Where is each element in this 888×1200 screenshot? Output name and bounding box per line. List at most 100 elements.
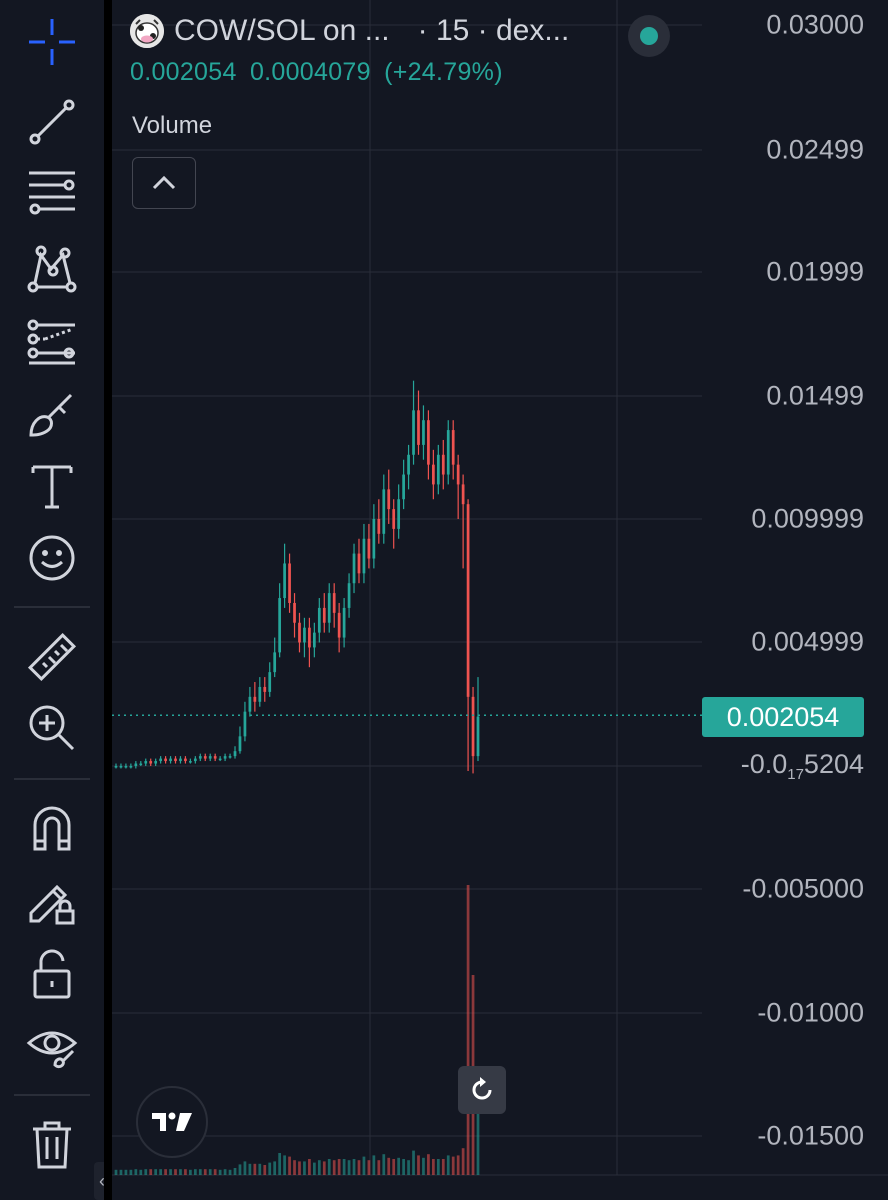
candle-body	[461, 484, 465, 505]
unlock-icon[interactable]	[22, 944, 82, 1004]
last-price-tag: 0.002054	[702, 697, 864, 737]
candle-body	[253, 696, 257, 702]
symbol-name[interactable]: COW/SOL on ...	[174, 14, 390, 47]
volume-bar	[303, 1161, 306, 1175]
candle-body	[268, 672, 272, 692]
volume-bar	[189, 1169, 192, 1175]
candle-body	[441, 454, 445, 475]
volume-bar	[164, 1169, 167, 1175]
candle-body	[387, 489, 391, 510]
candle-body	[198, 756, 202, 759]
chevron-up-icon	[152, 175, 176, 190]
volume-bar	[337, 1159, 341, 1175]
candle-body	[258, 686, 262, 702]
price-axis-label: 0.009999	[751, 503, 864, 534]
collapse-legend-button[interactable]	[132, 157, 196, 209]
candle-body	[342, 607, 346, 638]
magnet-icon[interactable]	[22, 798, 82, 858]
volume-bar	[149, 1169, 153, 1175]
interval-exchange[interactable]: · 15 · dex...	[417, 14, 570, 47]
eye-icon[interactable]	[22, 1016, 82, 1076]
horizontal-lines-icon[interactable]	[22, 160, 82, 220]
reset-chart-button[interactable]	[458, 1066, 506, 1114]
volume-bar	[179, 1169, 182, 1175]
candle-body	[243, 711, 247, 737]
volume-bar	[139, 1169, 143, 1175]
candle-body	[471, 696, 475, 757]
candle-body	[322, 607, 326, 623]
candle-body	[169, 758, 172, 762]
trash-icon[interactable]	[22, 1114, 82, 1174]
candle-body	[273, 652, 277, 673]
volume-bar	[456, 1155, 460, 1175]
volume-bar	[228, 1169, 232, 1175]
candle-body	[149, 761, 153, 764]
emoji-icon[interactable]	[22, 528, 82, 588]
volume-indicator-label[interactable]: Volume	[132, 112, 213, 139]
volume-bar	[367, 1160, 371, 1175]
volume-bar	[184, 1169, 187, 1175]
volume-bar	[243, 1161, 247, 1175]
volume-bar	[397, 1157, 401, 1175]
candle-body	[397, 499, 401, 529]
volume-bar	[119, 1169, 123, 1175]
legend-change-pct: (+24.79%)	[384, 58, 503, 86]
volume-bar	[263, 1165, 267, 1175]
toolbar-divider	[14, 1094, 90, 1096]
text-icon[interactable]	[22, 456, 82, 516]
zoom-in-icon[interactable]	[22, 698, 82, 758]
volume-bar	[198, 1169, 202, 1175]
candle-body	[184, 758, 187, 762]
chart-pane[interactable]: COW/SOL on ... · 15 · dex... 0.002054 0.…	[112, 0, 888, 1200]
volume-bar	[432, 1159, 435, 1175]
volume-bar	[208, 1169, 212, 1175]
volume-bar	[387, 1157, 391, 1175]
candle-body	[144, 761, 148, 764]
volume-bar	[347, 1160, 351, 1175]
market-status-indicator[interactable]	[628, 15, 670, 57]
candle-body	[303, 627, 306, 643]
volume-bar	[223, 1169, 227, 1175]
volume-bar	[233, 1168, 237, 1175]
volume-bar	[283, 1155, 286, 1175]
tradingview-logo[interactable]	[136, 1086, 208, 1158]
candle-body	[119, 766, 123, 768]
candle-body	[422, 420, 425, 445]
volume-bar	[144, 1169, 148, 1175]
volume-bar	[174, 1169, 177, 1175]
candle-body	[174, 758, 177, 762]
volume-bar	[322, 1161, 326, 1175]
volume-bar	[377, 1160, 381, 1175]
volume-bar	[169, 1169, 172, 1175]
volume-bar	[412, 1150, 415, 1175]
candle-body	[347, 583, 351, 608]
lock-drawing-icon[interactable]	[22, 870, 82, 930]
volume-bar	[248, 1163, 252, 1175]
candle-body	[377, 519, 381, 534]
candle-body	[283, 563, 286, 599]
ruler-icon[interactable]	[22, 628, 82, 688]
candle-body	[332, 593, 336, 613]
price-chart[interactable]	[112, 0, 888, 1200]
crosshair-icon[interactable]	[22, 12, 82, 72]
trend-line-icon[interactable]	[22, 92, 82, 152]
candle-body	[367, 538, 371, 559]
tradingview-logo-icon	[152, 1112, 192, 1131]
fib-retracement-icon[interactable]	[22, 312, 82, 372]
candle-body	[407, 454, 410, 475]
refresh-icon	[472, 1077, 492, 1100]
pattern-icon[interactable]	[22, 238, 82, 298]
volume-bar	[342, 1159, 346, 1175]
volume-bar	[402, 1159, 405, 1175]
candle-body	[402, 474, 405, 500]
brush-icon[interactable]	[22, 384, 82, 444]
price-axis-label: 0.03000	[766, 9, 864, 40]
candle-body	[417, 410, 420, 445]
candle-body	[446, 430, 450, 475]
volume-bar	[213, 1169, 217, 1175]
subscript-prefix: -0.0	[740, 748, 788, 779]
candle-body	[317, 607, 321, 633]
volume-bar	[417, 1155, 420, 1175]
candle-body	[248, 696, 252, 712]
